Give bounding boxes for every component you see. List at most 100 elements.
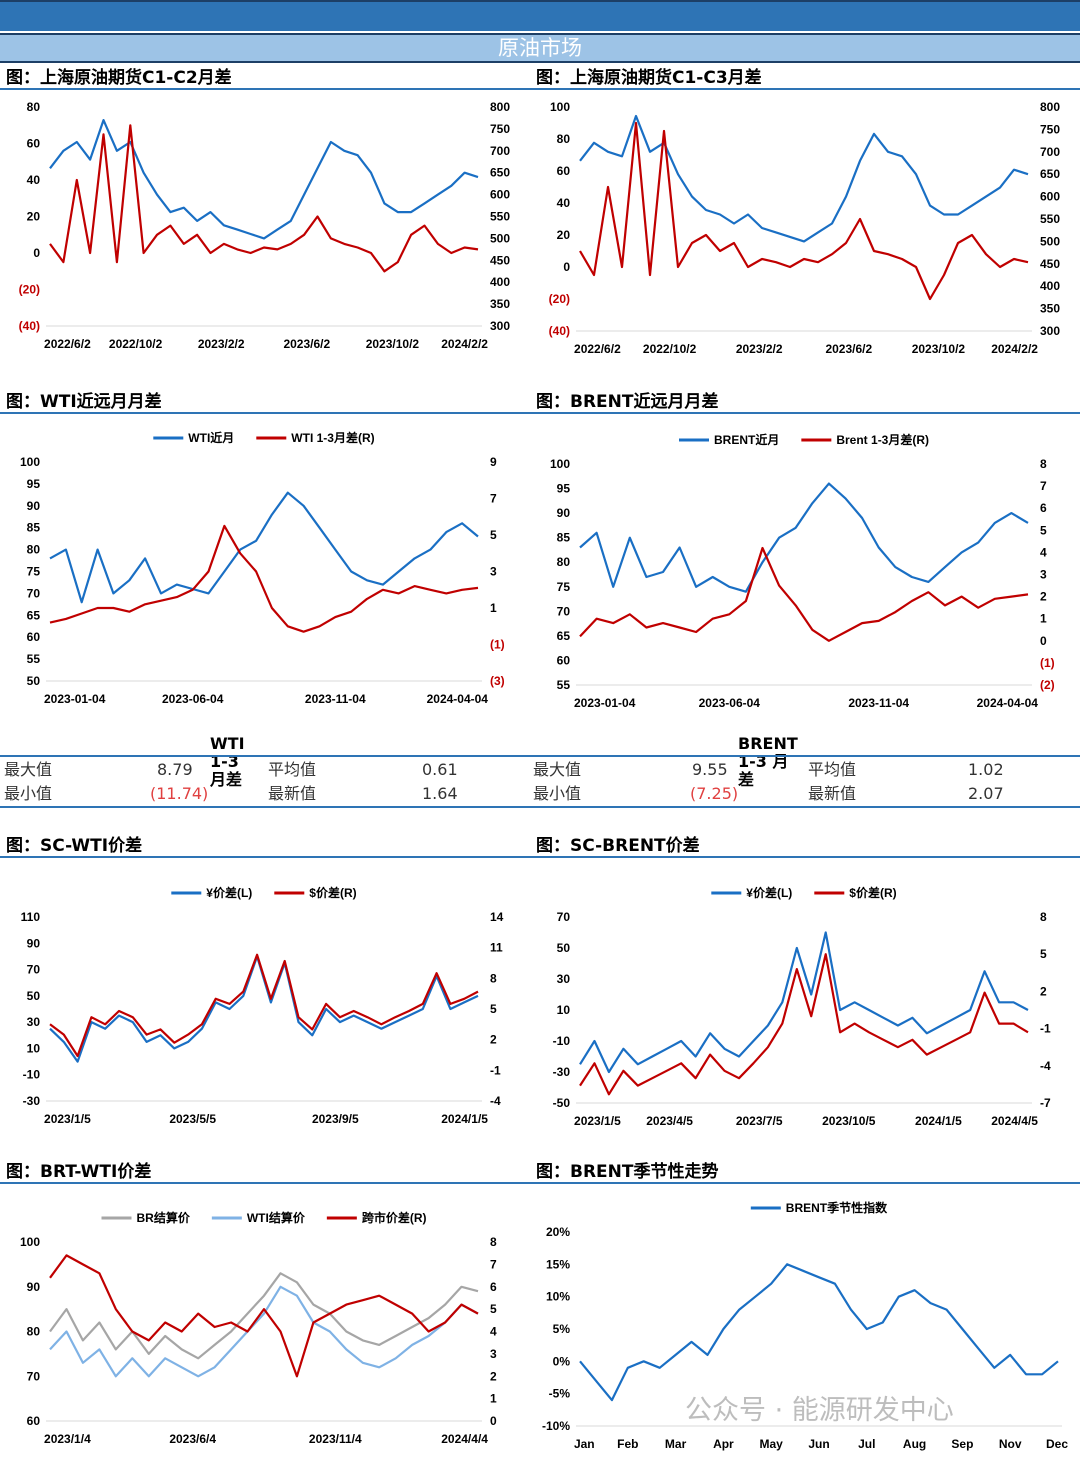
left-axis-tick: -30 (23, 1094, 41, 1108)
right-axis-tick: 2 (490, 1369, 497, 1383)
left-axis-tick: 40 (27, 173, 41, 187)
right-axis-tick: 750 (1040, 122, 1060, 136)
left-axis-tick: 10 (557, 1003, 571, 1017)
x-axis-tick: 2023-01-04 (574, 696, 636, 710)
series-line-1 (579, 546, 1029, 642)
section-title: 图：SC-BRENT价差 (530, 834, 1080, 858)
right-axis-tick: 8 (490, 1235, 497, 1249)
chart-brt-wti: 100 90 80 70 60 8 7 6 5 4 3 2 1 0 2023/1/4 2023/6/4 2023… (20, 1210, 497, 1446)
x-axis-tick: 2023/10/5 (822, 1114, 876, 1128)
left-axis-tick: 70 (557, 604, 571, 618)
right-axis-tick: 5 (1040, 523, 1047, 537)
x-axis-tick: Apr (713, 1437, 734, 1451)
page-title: 原油市场 (0, 33, 1080, 63)
label: 最大值 (533, 760, 582, 779)
legend-label: WTI结算价 (247, 1210, 306, 1225)
x-axis-tick: 2022/6/2 (574, 342, 621, 356)
right-axis-tick: 700 (490, 144, 510, 158)
left-axis-tick: 60 (557, 653, 571, 667)
left-axis-tick: 100 (550, 100, 570, 114)
legend-label: 跨市价差(R) (362, 1210, 427, 1225)
right-axis-tick: 2 (490, 1033, 497, 1047)
right-axis-tick: 600 (490, 188, 510, 202)
value: 9.55 (692, 760, 728, 779)
x-axis-tick: 2023/6/2 (825, 342, 872, 356)
value: (7.25) (690, 784, 739, 803)
left-axis-tick: 85 (557, 531, 571, 545)
right-axis-tick: 4 (1040, 545, 1047, 559)
x-axis-tick: 2023-06-04 (162, 692, 224, 706)
right-axis-tick: 1 (490, 601, 497, 615)
legend: ¥价差(L) $价差(R) (171, 885, 357, 900)
value: 0.61 (422, 760, 458, 779)
brent-table-title: BRENT 1-3 月差 (738, 734, 798, 789)
series-line-0 (49, 1272, 479, 1360)
chart-brent-spread: 100959085807570656055876543210(1)(2)2023… (550, 432, 1055, 710)
left-axis-tick: 90 (27, 1280, 41, 1294)
right-axis-tick: 1 (1040, 612, 1047, 626)
left-axis-tick: 80 (557, 555, 571, 569)
x-axis-tick: Nov (999, 1437, 1022, 1451)
right-axis-tick: 550 (1040, 212, 1060, 226)
right-axis-tick: 7 (1040, 479, 1047, 493)
left-axis-tick: 90 (27, 499, 41, 513)
series-line-0 (579, 482, 1029, 593)
right-axis-tick: 8 (1040, 457, 1047, 471)
x-axis-tick: 2023/2/2 (198, 337, 245, 351)
right-axis-tick: 11 (490, 941, 503, 955)
right-axis-tick: 3 (490, 1347, 497, 1361)
x-axis-tick: 2023-11-04 (848, 696, 909, 710)
section-title: 图：BRENT季节性走势 (530, 1160, 1080, 1184)
left-axis-tick: 65 (27, 608, 41, 622)
chart-sc-brent: 70 50 30 10 -10 -30 -50 8 5 2 -1 -4 -7 2023/1/5 2023/4… (553, 885, 1051, 1128)
series-line-0 (49, 491, 479, 604)
right-axis-tick: 650 (490, 166, 510, 180)
right-axis-tick: 450 (1040, 257, 1060, 271)
x-axis-tick: 2024/1/5 (441, 1112, 488, 1126)
legend-label: BR结算价 (137, 1210, 191, 1225)
left-axis-tick: 60 (27, 1414, 41, 1428)
legend: BR结算价 WTI结算价 跨市价差(R) (101, 1210, 427, 1225)
legend-label: Brent 1-3月差(R) (836, 432, 929, 447)
x-axis-tick: 2023/9/5 (312, 1112, 359, 1126)
right-axis-tick: 5 (490, 1002, 497, 1016)
left-axis-tick: 55 (557, 678, 571, 692)
legend-label: BRENT近月 (714, 432, 779, 447)
left-axis-tick: 20% (546, 1225, 570, 1239)
right-axis-tick: 2 (1040, 984, 1047, 998)
left-axis-tick: 75 (27, 565, 41, 579)
right-axis-tick: 7 (490, 1257, 497, 1271)
series-line-0 (579, 114, 1029, 243)
left-axis-tick: 60 (27, 137, 41, 151)
left-axis-tick: 70 (27, 1369, 41, 1383)
left-axis-tick: 0 (33, 246, 40, 260)
right-axis-tick: 3 (490, 565, 497, 579)
x-axis-tick: 2024/2/2 (441, 337, 488, 351)
label: 平均值 (268, 760, 317, 779)
right-axis-tick: (2) (1040, 678, 1055, 692)
left-axis-tick: 100 (550, 457, 570, 471)
x-axis-tick: May (760, 1437, 784, 1451)
series-line-1 (579, 953, 1029, 1096)
right-axis-tick: -1 (1040, 1022, 1051, 1036)
x-axis-tick: 2023/1/5 (574, 1114, 621, 1128)
section-title: 图：SC-WTI价差 (0, 834, 530, 858)
series-line-1 (49, 953, 479, 1058)
series-line-2 (49, 1254, 479, 1378)
right-axis-tick: 750 (490, 122, 510, 136)
x-axis-tick: 2024/2/2 (991, 342, 1038, 356)
legend-label: $价差(R) (849, 885, 896, 900)
left-axis-tick: 15% (546, 1257, 570, 1271)
left-axis-tick: 100 (20, 1235, 40, 1249)
legend-label: ¥价差(L) (746, 885, 792, 900)
divider (0, 755, 1080, 757)
right-axis-tick: 6 (490, 1280, 497, 1294)
left-axis-tick: 55 (27, 652, 41, 666)
label: 平均值 (808, 760, 857, 779)
legend-label: $价差(R) (309, 885, 356, 900)
x-axis-tick: 2024/1/5 (915, 1114, 962, 1128)
x-axis-tick: 2023/4/5 (646, 1114, 693, 1128)
right-axis-tick: (1) (490, 638, 505, 652)
label: 最小值 (533, 784, 582, 803)
left-axis-tick: 50 (27, 674, 41, 688)
